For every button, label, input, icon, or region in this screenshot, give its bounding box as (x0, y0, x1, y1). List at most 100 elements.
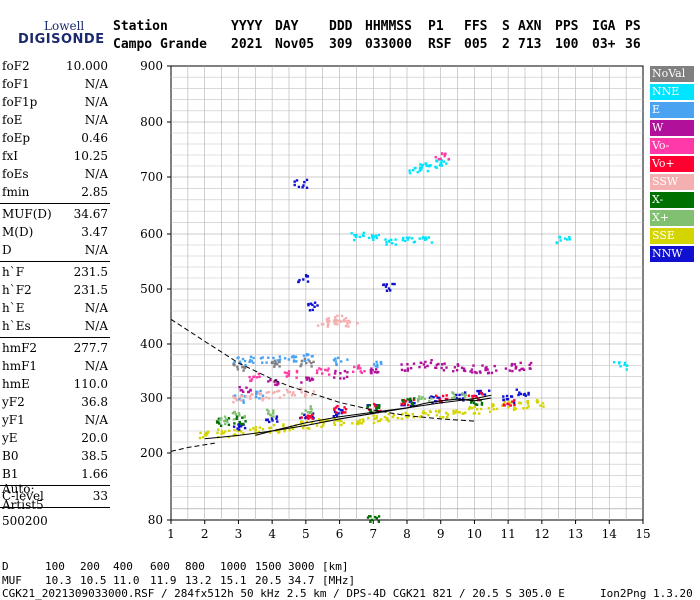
echo-point (517, 393, 520, 397)
echo-point (420, 168, 423, 171)
echo-point (357, 365, 360, 368)
echo-point (366, 516, 370, 519)
echo-point (223, 419, 226, 423)
echo-point (625, 364, 629, 367)
echo-point (310, 411, 313, 414)
echo-point (235, 415, 239, 418)
echo-point (384, 285, 388, 288)
echo-point (624, 361, 627, 365)
echo-point (495, 407, 499, 411)
echo-point (479, 407, 483, 411)
legend-e: E (650, 102, 694, 118)
echo-point (427, 413, 430, 417)
echo-point (307, 353, 310, 356)
echo-point (335, 363, 338, 367)
echo-point (241, 357, 245, 361)
echo-point (427, 236, 431, 239)
echo-point (283, 428, 287, 431)
footer-info: CGK21_2021309033000.RSF / 284fx512h 50 k… (2, 587, 565, 600)
echo-point (248, 395, 252, 398)
echo-point (475, 371, 478, 375)
echo-point (623, 363, 626, 366)
echo-point (303, 413, 306, 416)
param-name: C-level (2, 489, 44, 503)
echo-point (372, 235, 375, 239)
param-name: fxI (2, 149, 18, 163)
echo-point (478, 412, 481, 415)
echo-point (292, 392, 295, 395)
echo-point (390, 238, 393, 241)
echo-point (250, 378, 254, 381)
echo-point (356, 322, 359, 325)
echo-point (468, 407, 471, 411)
echo-point (483, 393, 487, 396)
echo-point (507, 406, 510, 409)
param-value: 36.8 (81, 395, 108, 409)
header-row1-cell: P1 (428, 19, 444, 34)
echo-point (278, 365, 281, 368)
echo-point (311, 303, 314, 307)
echo-point (238, 421, 241, 424)
echo-point (333, 421, 336, 424)
echo-point (253, 375, 256, 378)
echo-point (237, 356, 240, 359)
echo-point (452, 370, 455, 373)
echo-point (558, 236, 561, 239)
echo-point (278, 360, 281, 364)
echo-point (510, 364, 513, 367)
echo-point (366, 404, 369, 407)
echo-point (413, 240, 417, 243)
echo-point (520, 367, 523, 371)
echo-point (254, 428, 257, 432)
echo-point (335, 411, 338, 414)
echo-point (408, 236, 411, 239)
echo-point (348, 321, 352, 324)
echo-point (252, 356, 255, 360)
echo-point (527, 391, 530, 395)
echo-point (308, 379, 312, 382)
echo-point (401, 238, 404, 242)
echo-point (358, 421, 361, 424)
legend-vo+: Vo+ (650, 156, 694, 172)
echo-point (503, 400, 506, 403)
echo-point (406, 363, 409, 366)
echo-point (287, 358, 291, 361)
echo-point (563, 237, 567, 240)
echo-point (529, 361, 533, 365)
echo-point (481, 364, 484, 367)
echo-point (227, 417, 231, 420)
echo-point (275, 415, 279, 418)
param-value: N/A (84, 113, 108, 127)
echo-point (227, 435, 231, 439)
echo-point (446, 397, 449, 401)
echo-point (306, 416, 309, 419)
param-name: foF1p (2, 95, 38, 109)
echo-point (270, 361, 274, 365)
echo-point (344, 408, 348, 411)
echo-point (526, 400, 529, 403)
footer-value: 3000 (288, 560, 315, 573)
echo-point (305, 186, 309, 189)
echo-point (267, 410, 270, 413)
echo-point (438, 398, 442, 401)
echo-point (340, 411, 343, 415)
echo-point (338, 319, 342, 322)
echo-point (324, 418, 327, 422)
echo-point (334, 321, 337, 324)
echo-point (393, 282, 396, 286)
echo-point (375, 360, 378, 364)
echo-point (300, 360, 304, 363)
echo-point (304, 416, 307, 420)
echo-point (259, 392, 263, 396)
echo-point (234, 413, 238, 416)
echo-point (312, 360, 315, 364)
echo-point (408, 169, 411, 172)
echo-point (332, 358, 336, 362)
echo-point (480, 401, 484, 405)
echo-point (326, 322, 330, 325)
echo-point (287, 372, 291, 376)
echo-point (334, 406, 338, 409)
f2-ordinary-trace (204, 394, 492, 440)
echo-point (463, 393, 467, 397)
echo-point (313, 305, 316, 308)
